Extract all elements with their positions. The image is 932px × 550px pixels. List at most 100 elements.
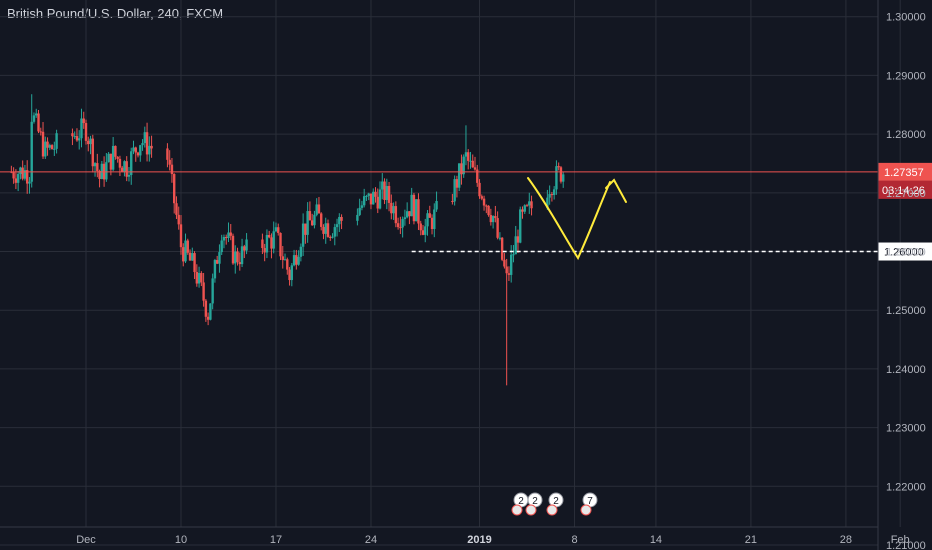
price-tick-label: 1.23000 [886,423,926,435]
candle-body [396,223,400,228]
candle-body [313,214,316,226]
candle-body [374,191,377,197]
candle-body [340,216,343,221]
event-badge[interactable]: 2 [511,492,529,516]
projection-drawing[interactable] [527,177,611,261]
event-badge[interactable]: 2 [546,492,564,516]
candle-body [530,201,533,209]
candle-body [378,189,382,209]
candle-body [552,189,556,195]
candle-body [202,282,205,301]
candle-body [136,152,140,156]
candle-body [356,214,359,221]
candle-body [125,161,128,177]
candle-body [478,182,481,197]
candle-body [173,174,176,204]
candle-body [37,113,40,132]
candle-body [234,251,237,264]
candle-body [93,163,97,167]
candle-body [301,223,305,247]
candle-body [292,255,296,266]
time-tick-label: 14 [650,534,662,546]
candle-body [130,151,133,175]
candle-body [195,272,199,284]
candle-body [457,163,461,188]
candle-body [482,198,486,206]
candle-body [562,174,565,182]
candle-body [73,136,76,138]
candle-body [179,224,183,248]
candle-body [191,253,194,261]
candle-body [89,138,92,145]
candle-body [267,234,271,238]
candles [10,94,565,386]
time-tick-label: 17 [270,534,282,546]
candle-body [455,179,459,188]
candle-body [100,163,104,179]
candle-body [218,252,221,264]
candle-body [170,164,174,175]
candle-body [227,232,230,239]
time-tick-label: 24 [365,534,377,546]
arrow-head-drawing[interactable] [605,178,627,203]
candle-body [118,158,122,168]
candle-body [467,152,470,161]
candle-body [317,204,321,214]
candle-body [28,181,31,184]
candle-body [310,220,314,226]
candle-body [405,211,409,218]
candle-body [333,227,336,237]
candle-body [290,265,294,281]
candle-body [505,266,508,274]
candle-body [308,211,312,221]
candle-body [98,170,101,179]
candle-body [263,248,266,253]
candle-body [433,209,436,230]
time-tick-label: 8 [571,534,577,546]
candle-body [14,178,18,183]
candle-body [299,246,303,257]
candle-body [372,191,375,205]
candle-body [19,167,22,175]
candle-body [548,194,551,198]
candle-body [225,237,228,239]
candle-body [338,216,341,225]
candle-body [111,145,115,170]
event-badge[interactable]: 7 [580,492,598,516]
candle-body [491,216,495,223]
candle-body [148,145,151,155]
candle-body [426,213,429,227]
candle-body [177,214,180,225]
candle-body [430,217,434,230]
candle-body [243,246,246,251]
candle-body [306,211,309,235]
price-tick-label: 1.25000 [886,305,926,317]
price-tick-label: 1.22000 [886,481,926,493]
candle-body [215,260,219,264]
candle-body [71,133,74,137]
candle-body [231,235,235,264]
candle-body [557,166,560,168]
candle-body [419,223,422,231]
event-badge[interactable]: 2 [525,492,543,516]
candle-body [473,167,477,170]
candle-body [528,201,531,206]
candle-body [91,138,94,167]
candle-body [494,216,497,219]
candle-body [41,131,45,157]
candle-body [320,213,323,227]
candle-body [451,201,454,203]
candle-body [365,195,368,197]
candle-body [220,240,223,253]
candle-body [503,259,506,267]
candle-body [331,236,334,238]
candle-body [209,303,212,320]
candle-body [387,186,391,203]
candle-body [16,174,20,183]
candle-body [114,145,117,157]
candle-body [175,203,178,215]
candle-body [143,132,147,144]
candle-body [460,163,463,175]
candle-body [376,196,379,209]
